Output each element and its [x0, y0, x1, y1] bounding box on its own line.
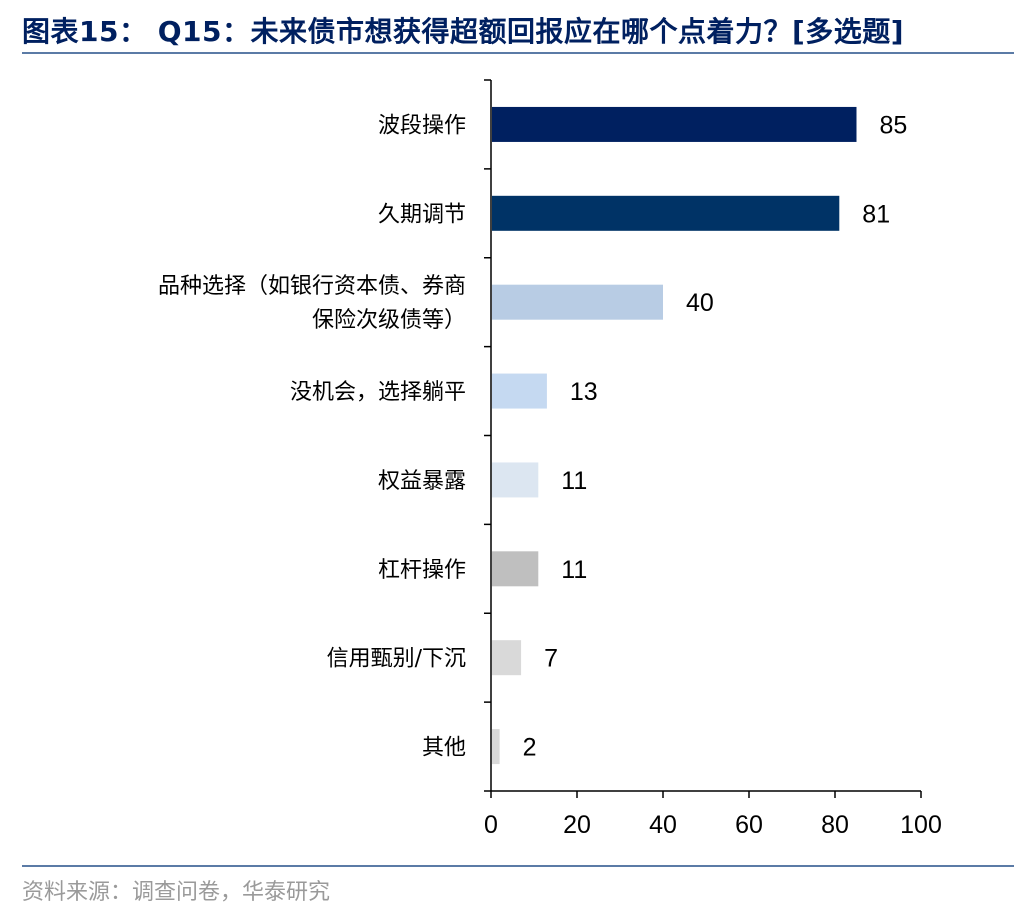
x-tick-label: 20: [563, 811, 591, 839]
category-label: 其他: [422, 736, 466, 761]
category-label: 权益暴露: [378, 469, 466, 494]
category-label: 保险次级债等）: [312, 308, 466, 333]
x-tick-label: 40: [649, 811, 677, 839]
data-label: 13: [570, 378, 598, 406]
data-label: 81: [862, 200, 890, 228]
data-label: 40: [686, 289, 714, 317]
x-tick-label: 100: [900, 811, 942, 839]
data-label: 2: [523, 734, 537, 762]
title-divider: [22, 52, 1014, 54]
bars-group: 85 81 40 13 11 11 7 2: [492, 106, 908, 765]
category-label: 品种选择（如银行资本债、券商: [158, 274, 466, 299]
x-tick-label: 60: [735, 811, 763, 839]
bar: [492, 195, 840, 231]
category-label: 杠杆操作: [378, 558, 466, 583]
chart-title: 图表15： Q15：未来债市想获得超额回报应在哪个点着力？[多选题]: [22, 15, 905, 48]
category-label: 没机会，选择躺平: [290, 380, 466, 405]
category-label: 波段操作: [378, 113, 466, 138]
data-label: 11: [561, 556, 587, 584]
bar: [492, 373, 547, 409]
bar: [492, 284, 663, 320]
bar: [492, 462, 539, 498]
bar: [492, 729, 500, 765]
data-label: 85: [880, 111, 908, 139]
source-note: 资料来源：调查问卷，华泰研究: [22, 880, 331, 905]
x-tick-label: 0: [484, 811, 498, 839]
bar: [492, 640, 522, 676]
bar: [492, 551, 539, 587]
category-label: 信用甄别/下沉: [327, 647, 466, 672]
source-divider: [22, 865, 1014, 867]
bar: [492, 106, 857, 142]
x-tick-label: 80: [821, 811, 849, 839]
category-label: 久期调节: [378, 202, 466, 227]
data-label: 11: [561, 467, 587, 495]
data-label: 7: [544, 645, 558, 673]
